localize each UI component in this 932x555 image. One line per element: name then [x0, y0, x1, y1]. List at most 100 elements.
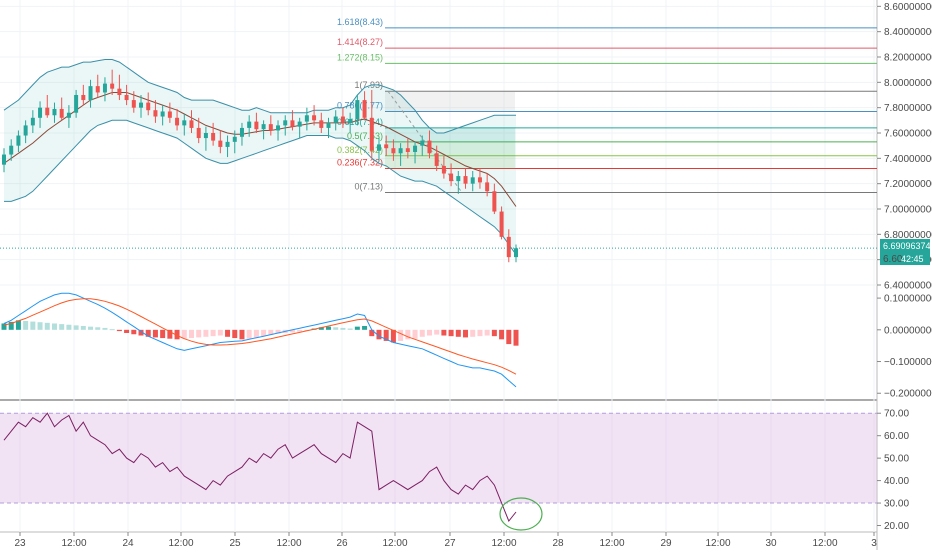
macd-hist-bar: [463, 330, 468, 338]
macd-hist-bar: [95, 327, 100, 330]
price-tags: 6.69096374 6.60 42:45: [880, 239, 931, 265]
candle-body: [182, 120, 186, 125]
candle-body: [110, 84, 114, 89]
macd-hist-bar: [297, 330, 302, 332]
macd-hist-bar: [441, 330, 446, 336]
candle-body: [247, 122, 251, 128]
time-tick-label: 12:00: [705, 538, 730, 549]
price-tick-label: 7.80000000: [884, 103, 932, 114]
candle-body: [45, 108, 49, 116]
macd-hist-bar: [427, 330, 432, 336]
candle-body: [67, 113, 71, 118]
macd-hist-bar: [492, 330, 497, 336]
price-tick-label: 8.00000000: [884, 78, 932, 89]
macd-tick-label: 0.10000000: [884, 294, 932, 305]
time-tick-label: 23: [14, 538, 26, 549]
candle-body: [52, 109, 56, 115]
macd-hist-bar: [506, 330, 511, 344]
macd-hist-bar: [413, 330, 418, 339]
macd-hist-bar: [81, 326, 86, 330]
candle-body: [74, 95, 78, 113]
macd-hist-bar: [254, 330, 259, 338]
macd-hist-bar: [131, 330, 136, 334]
rsi-tick-label: 30.00: [884, 499, 909, 510]
macd-hist-bar: [23, 321, 28, 330]
candle-body: [153, 110, 157, 116]
candle-body: [471, 177, 475, 183]
macd-hist-bar: [232, 330, 237, 338]
candle-body: [197, 128, 201, 138]
candle-body: [16, 136, 20, 146]
candle-body: [218, 141, 222, 147]
candle-body: [262, 124, 266, 129]
candle-body: [96, 86, 100, 92]
fib-level-label: 1.272(8.15): [337, 52, 383, 62]
rsi-band-fill: [0, 413, 877, 503]
macd-hist-bar: [514, 330, 519, 346]
macd-hist-bar: [30, 322, 35, 330]
macd-hist-bar: [117, 330, 122, 331]
candle-body: [9, 146, 13, 155]
candle-body: [384, 144, 388, 148]
macd-hist-bar: [355, 327, 360, 330]
price-tick-label: 7.40000000: [884, 154, 932, 165]
candle-body: [334, 117, 338, 123]
candle-body: [391, 148, 395, 153]
price-tick-label: 8.60000000: [884, 2, 932, 13]
time-tick-label: 25: [229, 538, 241, 549]
candle-body: [125, 95, 129, 100]
macd-hist-bar: [52, 323, 57, 329]
time-tick-label: 12:00: [61, 538, 86, 549]
price-tick-label: 8.40000000: [884, 27, 932, 38]
rsi-tick-label: 70.00: [884, 409, 909, 420]
macd-hist-bar: [153, 330, 158, 338]
candle-body: [413, 146, 417, 152]
candle-body: [298, 122, 302, 127]
candle-body: [189, 120, 193, 128]
candle-body: [290, 120, 294, 126]
candle-body: [485, 182, 489, 191]
macd-hist-bar: [211, 330, 216, 336]
time-tick-label: 12:00: [168, 538, 193, 549]
time-tick-label: 27: [444, 538, 456, 549]
candle-body: [24, 125, 28, 135]
time-tick-label: 29: [660, 538, 672, 549]
last-price-tag: 6.69096374: [883, 241, 931, 251]
countdown-tag: 42:45: [901, 254, 924, 264]
macd-hist-bar: [348, 329, 353, 330]
candle-body: [319, 120, 323, 128]
candle-body: [204, 133, 208, 138]
candle-body: [269, 124, 273, 130]
macd-hist-bar: [247, 330, 252, 339]
candle-body: [38, 108, 42, 118]
macd-hist-bar: [218, 330, 223, 336]
candle-body: [240, 128, 244, 137]
candle-body: [341, 117, 345, 123]
candle-body: [363, 100, 367, 118]
candle-body: [103, 84, 107, 93]
candle-body: [327, 123, 331, 128]
macd-hist-bar: [499, 330, 504, 340]
candle-body: [81, 95, 85, 100]
candle-body: [406, 148, 410, 152]
price-tick-label: 7.20000000: [884, 179, 932, 190]
macd-hist-bar: [189, 330, 194, 338]
macd-hist-bar: [225, 330, 230, 337]
candle-body: [211, 133, 215, 141]
time-tick-label: 12:00: [812, 538, 837, 549]
macd-hist-bar: [261, 330, 266, 336]
macd-hist-bar: [59, 324, 64, 330]
candle-body: [132, 100, 136, 108]
macd-hist-bar: [362, 326, 367, 330]
bollinger-bands: [4, 60, 516, 255]
macd-hist-bar: [196, 330, 201, 338]
price-tick-label: 7.00000000: [884, 205, 932, 216]
candle-body: [283, 120, 287, 125]
macd-hist-bar: [38, 322, 43, 330]
candle-body: [449, 174, 453, 182]
candle-body: [442, 166, 446, 174]
